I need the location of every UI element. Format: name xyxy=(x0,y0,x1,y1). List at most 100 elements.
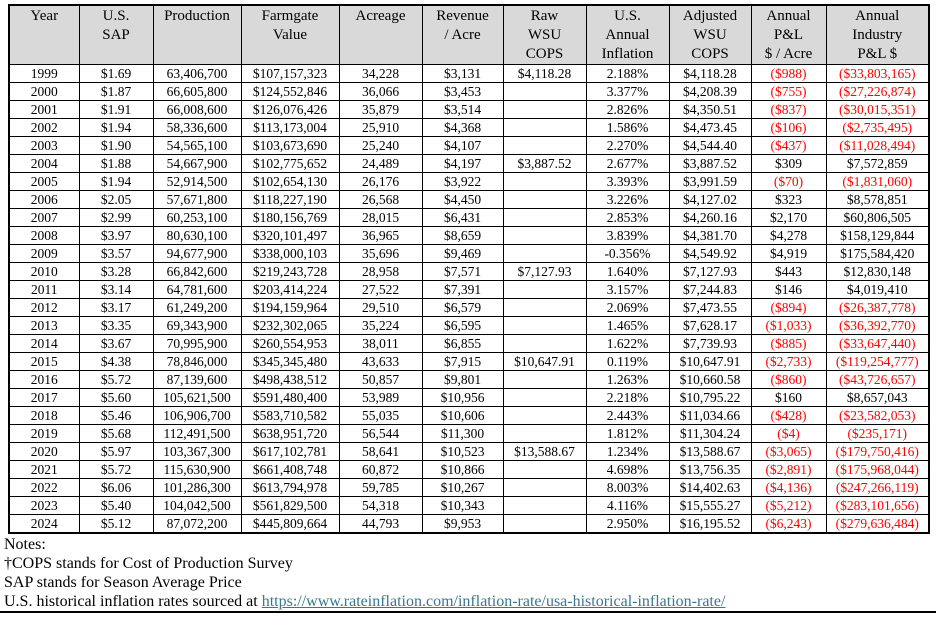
table-cell: $4,450 xyxy=(421,190,504,209)
table-cell: $260,554,953 xyxy=(240,334,340,353)
table-cell: $4,107 xyxy=(421,136,504,155)
table-cell: 2.218% xyxy=(585,388,670,407)
table-cell: 2000 xyxy=(8,82,80,101)
table-row: 2023 $5.40 104,042,500 $561,829,500 54,318 $1… xyxy=(8,496,930,515)
table-cell: 2024 xyxy=(8,514,80,534)
table-cell: 3.839% xyxy=(585,226,670,245)
table-cell: $107,157,323 xyxy=(240,64,340,83)
table-cell: $11,304.24 xyxy=(668,424,752,443)
table-cell: $3.14 xyxy=(78,280,154,299)
table-cell: $3,887.52 xyxy=(668,154,752,173)
table-cell: $10,523 xyxy=(421,442,504,461)
table-cell: $613,794,978 xyxy=(240,478,340,497)
table-cell: $3.97 xyxy=(78,226,154,245)
table-cell xyxy=(502,136,587,155)
table-cell: ($6,243) xyxy=(750,514,827,534)
table-cell: $309 xyxy=(750,154,827,173)
table-cell: 26,568 xyxy=(338,190,423,209)
table-cell: 35,696 xyxy=(338,244,423,263)
table-cell: $4,208.39 xyxy=(668,82,752,101)
column-header: U.S. SAP xyxy=(78,4,154,65)
table-cell xyxy=(502,208,587,227)
table-cell xyxy=(502,190,587,209)
table-cell: 2017 xyxy=(8,388,80,407)
table-cell: 78,846,000 xyxy=(152,352,242,371)
table-cell: ($30,015,351) xyxy=(825,100,930,119)
table-cell: 1.812% xyxy=(585,424,670,443)
table-cell: 27,522 xyxy=(338,280,423,299)
table-cell: 26,176 xyxy=(338,172,423,191)
table-header-row: Year U.S. SAP Production Farmgate Value Acre… xyxy=(8,4,930,65)
inflation-rate-link[interactable]: https://www.rateinflation.com/inflation-… xyxy=(261,593,726,610)
table-row: 2010 $3.28 66,842,600 $219,243,728 28,958 $7,… xyxy=(8,262,930,281)
column-header: Annual Industry P&L $ xyxy=(825,4,930,65)
table-cell: 54,667,900 xyxy=(152,154,242,173)
table-row: 2016 $5.72 87,139,600 $498,438,512 50,857 $9,… xyxy=(8,370,930,389)
table-row: 2021 $5.72 115,630,900 $661,408,748 60,872 $1… xyxy=(8,460,930,479)
table-cell: 54,318 xyxy=(338,496,423,515)
table-cell xyxy=(502,460,587,479)
table-cell: $7,571 xyxy=(421,262,504,281)
table-cell: $7,127.93 xyxy=(668,262,752,281)
table-cell: 56,544 xyxy=(338,424,423,443)
table-cell: $9,801 xyxy=(421,370,504,389)
table-cell: $617,102,781 xyxy=(240,442,340,461)
table-cell: $6,579 xyxy=(421,298,504,317)
table-cell: 2010 xyxy=(8,262,80,281)
table-cell: 35,224 xyxy=(338,316,423,335)
table-cell: ($247,266,119) xyxy=(825,478,930,497)
table-row: 2014 $3.67 70,995,900 $260,554,953 38,011 $6,… xyxy=(8,334,930,353)
table-cell: $160 xyxy=(750,388,827,407)
table-cell: 34,228 xyxy=(338,64,423,83)
table-wrap: Year U.S. SAP Production Farmgate Value Acre… xyxy=(8,4,930,534)
table-cell: $8,578,851 xyxy=(825,190,930,209)
bottom-rule xyxy=(0,611,936,613)
table-cell: $13,588.67 xyxy=(668,442,752,461)
table-cell: 2.188% xyxy=(585,64,670,83)
table-cell: ($1,831,060) xyxy=(825,172,930,191)
table-cell: 2.443% xyxy=(585,406,670,425)
table-cell: ($235,171) xyxy=(825,424,930,443)
table-cell: $445,809,664 xyxy=(240,514,340,534)
table-cell xyxy=(502,226,587,245)
table-row: 2005 $1.94 52,914,500 $102,654,130 26,176 $3,… xyxy=(8,172,930,191)
table-cell: ($2,891) xyxy=(750,460,827,479)
table-cell: 2019 xyxy=(8,424,80,443)
table-cell: 2016 xyxy=(8,370,80,389)
table-cell: $3.57 xyxy=(78,244,154,263)
table-cell: $5.72 xyxy=(78,460,154,479)
table-cell: $5.60 xyxy=(78,388,154,407)
table-cell: 28,958 xyxy=(338,262,423,281)
table-cell: $4,350.51 xyxy=(668,100,752,119)
table-row: 2007 $2.99 60,253,100 $180,156,769 28,015 $6,… xyxy=(8,208,930,227)
table-cell: $10,647.91 xyxy=(668,352,752,371)
table-cell: 28,015 xyxy=(338,208,423,227)
table-cell: $7,739.93 xyxy=(668,334,752,353)
table-cell: 66,008,600 xyxy=(152,100,242,119)
table-cell: 87,072,200 xyxy=(152,514,242,534)
table-cell: ($3,065) xyxy=(750,442,827,461)
table-cell: 0.119% xyxy=(585,352,670,371)
table-row: 2011 $3.14 64,781,600 $203,414,224 27,522 $7,… xyxy=(8,280,930,299)
table-cell: $203,414,224 xyxy=(240,280,340,299)
table-cell: ($2,733) xyxy=(750,352,827,371)
table-cell: $5.12 xyxy=(78,514,154,534)
table-cell xyxy=(502,316,587,335)
table-cell: ($437) xyxy=(750,136,827,155)
table-cell: 35,879 xyxy=(338,100,423,119)
table-cell: $338,000,103 xyxy=(240,244,340,263)
table-cell: ($106) xyxy=(750,118,827,137)
table-cell: $124,552,846 xyxy=(240,82,340,101)
table-cell: $5.46 xyxy=(78,406,154,425)
table-cell: 2005 xyxy=(8,172,80,191)
table-cell: ($4) xyxy=(750,424,827,443)
table-cell: $4,118.28 xyxy=(502,64,587,83)
table-cell: 24,489 xyxy=(338,154,423,173)
table-row: 2015 $4.38 78,846,000 $345,345,480 43,633 $7,… xyxy=(8,352,930,371)
table-row: 2009 $3.57 94,677,900 $338,000,103 35,696 $9,… xyxy=(8,244,930,263)
table-cell: 2022 xyxy=(8,478,80,497)
table-cell: 2014 xyxy=(8,334,80,353)
table-cell: $158,129,844 xyxy=(825,226,930,245)
table-cell: 2.826% xyxy=(585,100,670,119)
table-cell: $4.38 xyxy=(78,352,154,371)
